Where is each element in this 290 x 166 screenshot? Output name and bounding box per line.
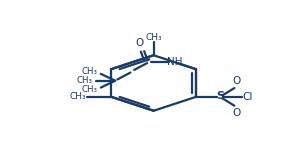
Text: CH₃: CH₃ xyxy=(77,76,93,85)
Text: O: O xyxy=(232,108,240,118)
Text: O: O xyxy=(135,38,144,48)
Text: CH₃: CH₃ xyxy=(81,85,97,94)
Text: O: O xyxy=(232,76,240,86)
Text: S: S xyxy=(216,91,224,101)
Text: CH₃: CH₃ xyxy=(81,67,97,76)
Text: NH: NH xyxy=(167,57,182,67)
Text: Cl: Cl xyxy=(243,91,253,102)
Text: CH₃: CH₃ xyxy=(145,33,162,42)
Text: CH₃: CH₃ xyxy=(69,92,86,101)
